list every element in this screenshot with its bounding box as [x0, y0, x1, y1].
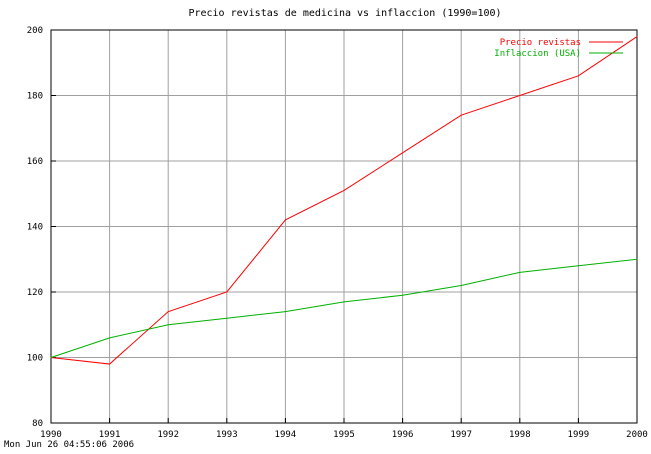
x-tick-label: 1996 — [392, 430, 414, 440]
y-tick-label: 180 — [27, 92, 43, 102]
x-axis: 1990 1991 1992 1993 1994 1995 1996 1997 1998 1999… — [40, 418, 648, 440]
y-tick-label: 140 — [27, 223, 43, 233]
data-point — [167, 311, 169, 313]
data-point — [636, 36, 638, 38]
data-point — [460, 284, 462, 286]
data-point — [343, 189, 345, 191]
x-tick-label: 1993 — [216, 430, 238, 440]
data-point — [284, 311, 286, 313]
x-tick-label: 1991 — [99, 430, 121, 440]
x-tick-label: 1999 — [568, 430, 590, 440]
data-point — [577, 265, 579, 267]
x-tick-label: 1997 — [450, 430, 472, 440]
data-point — [284, 219, 286, 221]
data-point — [460, 114, 462, 116]
series-group — [50, 36, 638, 365]
y-tick-label: 120 — [27, 288, 43, 298]
legend-label: Precio revistas — [500, 38, 581, 48]
data-point — [167, 324, 169, 326]
data-point — [109, 363, 111, 365]
x-tick-label: 1990 — [40, 430, 62, 440]
y-tick-label: 100 — [27, 354, 43, 364]
data-point — [636, 258, 638, 260]
grid — [51, 30, 637, 423]
data-point — [50, 357, 52, 358]
chart-title: Precio revistas de medicina vs inflaccio… — [188, 8, 501, 19]
data-point — [226, 317, 228, 319]
x-tick-label: 1992 — [157, 430, 179, 440]
data-point — [402, 152, 404, 154]
data-point — [402, 294, 404, 296]
x-tick-label: 1995 — [333, 430, 355, 440]
y-tick-label: 160 — [27, 157, 43, 167]
data-point — [109, 337, 111, 339]
x-tick-label: 1998 — [509, 430, 531, 440]
y-tick-label: 80 — [32, 419, 43, 429]
data-point — [343, 301, 345, 303]
data-point — [226, 291, 228, 293]
x-tick-label: 1994 — [275, 430, 297, 440]
x-tick-label: 2000 — [626, 430, 648, 440]
data-point — [519, 95, 521, 96]
y-axis: 80 100 120 140 160 180 200 — [27, 26, 56, 429]
legend-label: Inflaccion (USA) — [494, 49, 581, 59]
timestamp: Mon Jun 26 04:55:06 2006 — [4, 440, 135, 450]
y-tick-label: 200 — [27, 26, 43, 36]
data-point — [577, 75, 579, 77]
data-point — [519, 271, 521, 273]
